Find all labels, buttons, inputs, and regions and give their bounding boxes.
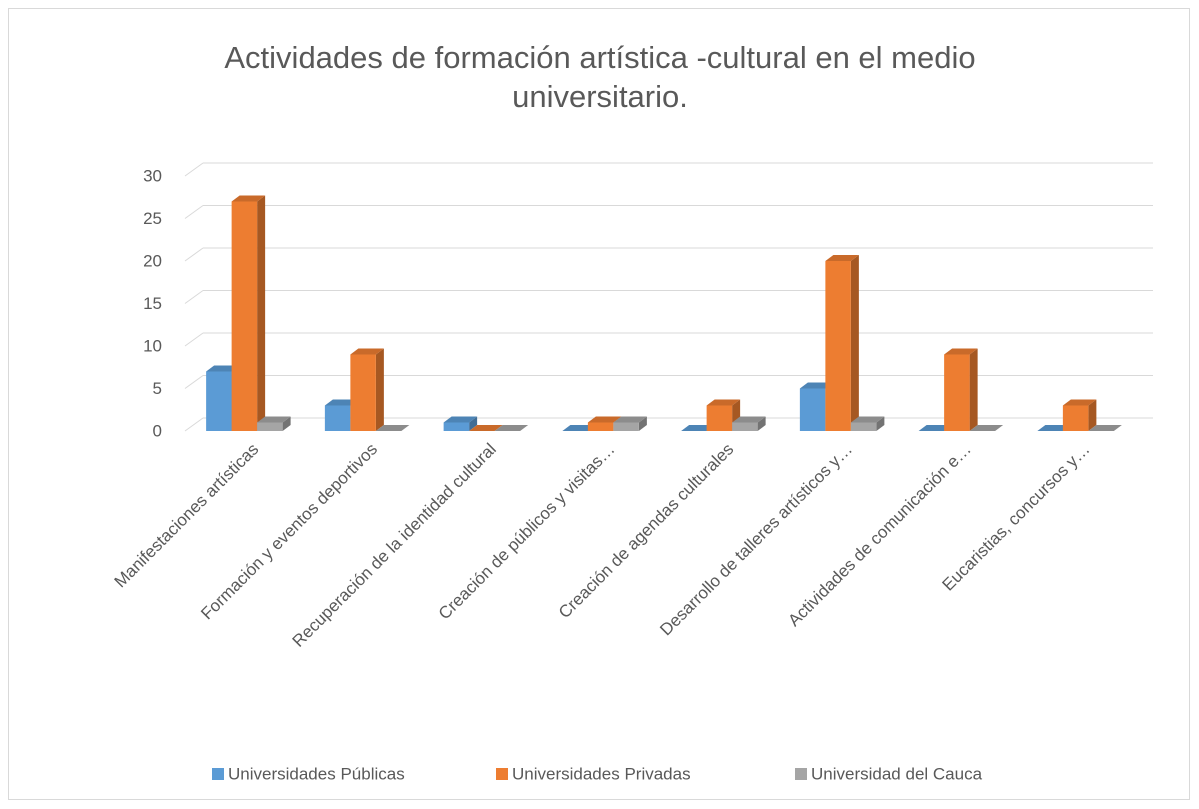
- grid-side: [184, 162, 204, 177]
- bar-front: [799, 388, 826, 431]
- bar-front: [350, 354, 376, 431]
- bar-front: [1062, 405, 1089, 431]
- bar-front: [443, 422, 470, 431]
- bar-side: [257, 195, 266, 431]
- bar-side: [469, 416, 478, 431]
- grid-side: [184, 417, 204, 432]
- bar-side: [876, 416, 885, 431]
- bar: [732, 416, 766, 431]
- y-tick-label: 5: [153, 379, 162, 398]
- bar-side: [757, 416, 766, 431]
- y-tick-label: 25: [143, 209, 162, 228]
- bar: [231, 195, 266, 431]
- bar-top: [562, 425, 596, 431]
- bar-top: [732, 416, 766, 423]
- bar-top: [969, 425, 1004, 431]
- bar: [944, 348, 978, 431]
- bar-side: [969, 348, 978, 431]
- bar-top: [231, 195, 266, 202]
- bar-top: [350, 348, 384, 355]
- bar-top: [799, 382, 834, 389]
- bar-side: [1088, 399, 1097, 431]
- bar-top: [257, 416, 291, 423]
- legend-swatch: [212, 768, 224, 780]
- chart-border: [8, 8, 1190, 800]
- grid-side: [184, 375, 204, 389]
- y-tick-label: 15: [143, 294, 162, 313]
- bar: [469, 425, 503, 431]
- bar-top: [443, 416, 478, 423]
- bar-front: [825, 261, 851, 431]
- bar: [1062, 399, 1097, 431]
- legend-label: Universidad del Cauca: [811, 764, 983, 783]
- bar-side: [282, 416, 291, 431]
- grid-side: [184, 247, 204, 262]
- legend-swatch: [795, 768, 807, 780]
- y-tick-label: 30: [143, 166, 162, 185]
- bar: [562, 425, 596, 431]
- bar-side: [375, 348, 384, 431]
- bar-front: [206, 371, 232, 431]
- bar-top: [850, 416, 885, 423]
- bar-top: [613, 416, 647, 423]
- y-tick-label: 0: [153, 421, 162, 440]
- legend-label: Universidades Públicas: [228, 764, 405, 783]
- bar-top: [918, 425, 953, 431]
- bar-front: [732, 422, 758, 431]
- chart-title: Actividades de formación artística -cult…: [224, 40, 976, 114]
- grid-side: [184, 332, 204, 347]
- bar-top: [494, 425, 529, 431]
- bar-front: [944, 354, 970, 431]
- bar-top: [825, 255, 859, 261]
- bar-top: [1062, 399, 1097, 406]
- bar: [613, 416, 647, 431]
- legend-label: Universidades Privadas: [512, 764, 691, 783]
- bar-front: [257, 422, 283, 431]
- bar: [918, 425, 953, 431]
- bar-top: [375, 425, 410, 431]
- bar-top: [1037, 425, 1071, 431]
- bar-front: [706, 405, 733, 431]
- bar-top: [587, 416, 622, 423]
- bar: [375, 425, 410, 431]
- bar: [494, 425, 529, 431]
- bar: [825, 255, 859, 431]
- bar-front: [587, 422, 614, 431]
- bar: [1037, 425, 1071, 431]
- bar: [350, 348, 384, 431]
- legend-swatch: [496, 768, 508, 780]
- bar-top: [681, 425, 715, 431]
- bar-front: [324, 405, 351, 431]
- bar: [443, 416, 478, 431]
- bar: [681, 425, 715, 431]
- bar-top: [706, 399, 741, 406]
- bar-side: [638, 416, 647, 431]
- y-tick-label: 10: [143, 336, 162, 355]
- bar-top: [324, 399, 359, 406]
- bar-front: [850, 422, 877, 431]
- bar-top: [469, 425, 503, 431]
- bar-side: [850, 255, 859, 431]
- grid-side: [184, 290, 204, 304]
- grid-side: [184, 205, 204, 219]
- bar-top: [206, 365, 240, 372]
- bar: [850, 416, 885, 431]
- bar: [969, 425, 1004, 431]
- y-tick-label: 20: [143, 251, 162, 270]
- bar-front: [613, 422, 639, 431]
- bar-top: [1088, 425, 1122, 431]
- bar: [257, 416, 291, 431]
- bar: [1088, 425, 1122, 431]
- bar-top: [944, 348, 978, 355]
- bar: [799, 382, 834, 431]
- bar-front: [231, 201, 258, 431]
